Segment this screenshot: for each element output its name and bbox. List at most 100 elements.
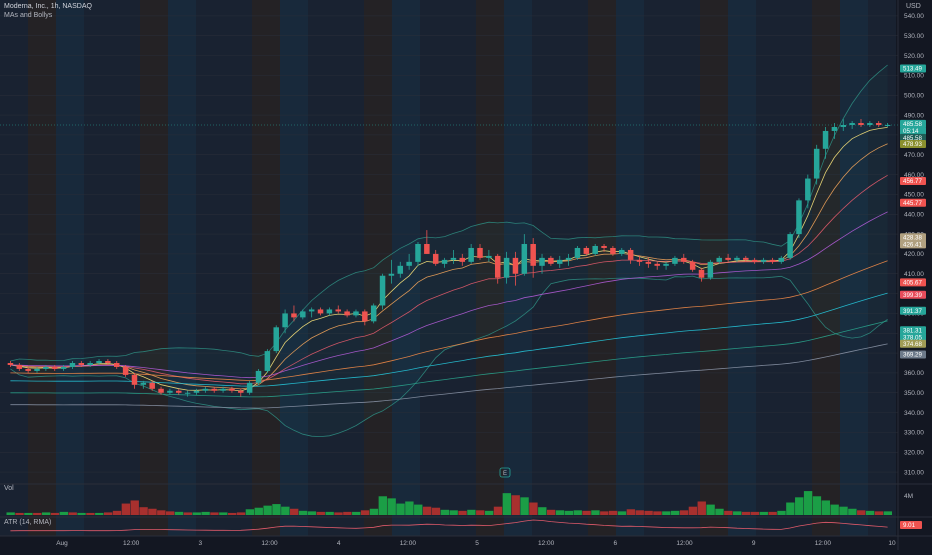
- ma-80: [10, 260, 888, 381]
- price-tick-label: 500.00: [904, 92, 924, 99]
- volume-bar: [210, 512, 219, 515]
- volume-bar: [316, 511, 325, 515]
- candle-body: [335, 309, 341, 312]
- price-tick-label: 520.00: [904, 53, 924, 60]
- price-tick-label: 450.00: [904, 192, 924, 199]
- atr-title[interactable]: ATR (14, RMA): [4, 519, 52, 526]
- price-tag: [900, 240, 926, 249]
- volume-bar: [298, 510, 308, 515]
- session-band: [560, 0, 588, 536]
- session-band: [588, 0, 616, 536]
- candle-body: [539, 257, 545, 266]
- volume-bar: [281, 506, 290, 515]
- session-band: [308, 0, 336, 536]
- session-band: [28, 0, 56, 536]
- price-tag-text: 405.67: [903, 280, 922, 287]
- currency-label: USD: [906, 3, 921, 10]
- session-band: [364, 0, 392, 536]
- volume-bar: [644, 510, 653, 515]
- candle-body: [379, 275, 386, 306]
- time-axis-label: 3: [199, 540, 203, 547]
- volume-bar: [192, 512, 201, 515]
- ma-120: [10, 292, 888, 387]
- candle-body: [636, 259, 643, 262]
- candle-body: [317, 309, 324, 314]
- bollinger-lower: [10, 275, 888, 438]
- candle-body: [308, 309, 315, 312]
- moving-averages: [10, 64, 888, 438]
- volume-bar: [86, 512, 95, 515]
- volume-bar: [741, 511, 751, 515]
- candle-body: [672, 257, 678, 264]
- volume-bar: [671, 510, 680, 515]
- volume-bar: [688, 506, 698, 515]
- volume-bar: [795, 497, 804, 515]
- candle-body: [246, 382, 253, 393]
- ma-160: [10, 320, 888, 398]
- volume-bar: [759, 511, 768, 515]
- candle-body: [406, 261, 412, 266]
- time-axis-label: Aug: [56, 540, 68, 547]
- price-tag-text: 381.31: [903, 327, 922, 334]
- candle-body: [220, 388, 226, 391]
- session-band: [644, 0, 672, 536]
- candle-body: [282, 313, 288, 328]
- volume-bar: [414, 504, 423, 515]
- volume-bar: [59, 511, 69, 515]
- candle-body: [663, 263, 669, 266]
- candle-body: [211, 388, 217, 391]
- candle-body: [353, 311, 359, 316]
- volume-bar: [458, 510, 467, 515]
- price-tick-label: 530.00: [904, 33, 924, 40]
- ma-40: [10, 211, 888, 379]
- candle-body: [530, 244, 536, 266]
- candle-body: [707, 261, 714, 278]
- candle-body: [16, 364, 23, 369]
- volume-bar: [768, 511, 777, 515]
- indicator-title[interactable]: MAs and Bollys: [4, 12, 53, 19]
- session-band: [840, 0, 868, 536]
- price-tag-text: 369.29: [903, 352, 922, 359]
- price-tick-label: 470.00: [904, 152, 924, 159]
- session-band: [224, 0, 252, 536]
- candle-body: [796, 200, 802, 235]
- volume-bar: [538, 507, 547, 515]
- candle-body: [291, 313, 297, 318]
- svg-text:E: E: [503, 471, 507, 477]
- candle-body: [813, 148, 820, 179]
- price-tag-text: 391.37: [903, 308, 922, 315]
- candle-body: [7, 363, 14, 365]
- candle-body: [140, 382, 147, 385]
- volume-title[interactable]: Vol: [4, 485, 14, 492]
- atr-tag: [900, 521, 922, 529]
- volume-bar: [378, 496, 387, 515]
- symbol-title[interactable]: Moderna, Inc., 1h, NASDAQ: [4, 3, 92, 10]
- volume-bar: [857, 510, 866, 515]
- session-band: [756, 0, 784, 536]
- candle-body: [459, 257, 466, 262]
- candle-body: [503, 257, 510, 278]
- volume-bar: [848, 508, 857, 515]
- volume-bar: [608, 510, 618, 515]
- earnings-marker[interactable]: E: [499, 467, 511, 478]
- price-tag: [900, 333, 926, 342]
- candle-body: [867, 123, 873, 125]
- candle-body: [264, 351, 271, 371]
- volume-bar: [165, 511, 175, 515]
- candle-body: [34, 368, 40, 371]
- candle-body: [849, 123, 855, 125]
- candle-body: [78, 363, 85, 365]
- candle-body: [184, 392, 191, 394]
- candle-body: [122, 366, 129, 375]
- volume-bar: [387, 498, 396, 515]
- time-axis-label: 10: [888, 540, 896, 547]
- candle-body: [149, 382, 155, 389]
- volume-bar: [520, 497, 529, 515]
- price-tick-label: 320.00: [904, 449, 924, 456]
- volume-bar: [564, 510, 574, 515]
- volume-bars: [6, 491, 892, 515]
- price-tag-text: 456.77: [903, 178, 922, 185]
- candle-body: [238, 390, 244, 393]
